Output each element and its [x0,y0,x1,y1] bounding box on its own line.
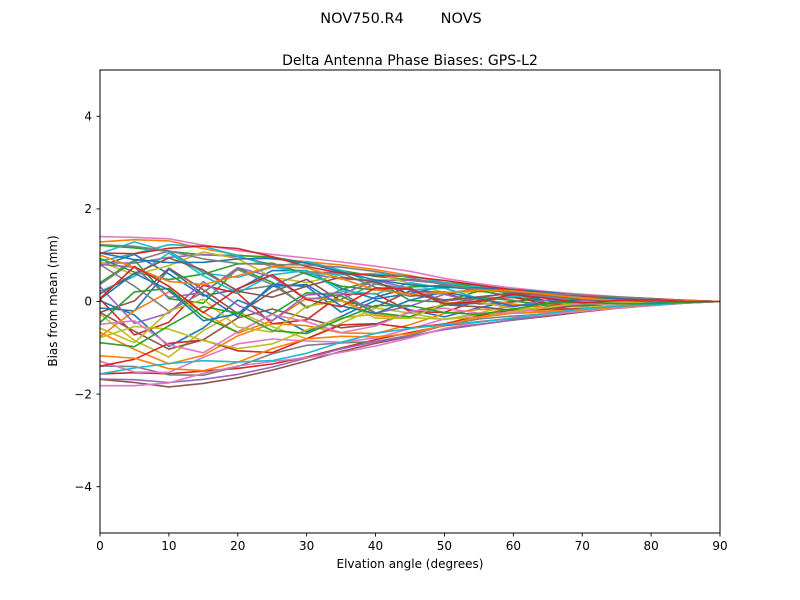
axes-title: Delta Antenna Phase Biases: GPS-L2 [282,53,538,69]
y-tick-label: 0 [84,295,92,309]
series-line [99,300,721,358]
x-tick-label: 10 [161,539,176,553]
x-tick-label: 0 [96,539,104,553]
series-line [100,300,721,387]
y-tick-label: −4 [74,480,92,494]
x-tick-label: 20 [230,539,245,553]
series-line [99,298,721,344]
series-line [99,265,721,314]
y-axis-label: Bias from mean (mm) [46,235,60,366]
series-line [99,300,721,348]
y-tick-label: −2 [74,387,92,401]
series-line [99,300,721,375]
x-tick-label: 90 [712,539,727,553]
series-line [99,243,721,303]
series-line [99,300,721,388]
plot-area-border [99,69,721,534]
x-tick-label: 50 [437,539,452,553]
y-tick-label: 2 [84,202,92,216]
figure-suptitle: NOV750.R4 NOVS [320,11,482,27]
series-line [99,300,721,372]
x-tick-label: 30 [299,539,314,553]
x-tick-label: 70 [575,539,590,553]
ticks-group: 0 10 20 30 40 50 60 70 80 90 −4 −2 0 2 4 [74,110,727,554]
x-axis-label: Elvation angle (degrees) [337,557,484,571]
x-tick-label: 60 [506,539,521,553]
x-tick-label: 80 [643,539,658,553]
x-tick-label: 40 [368,539,383,553]
series-lines-group [99,235,721,388]
series-line [99,252,721,303]
y-tick-label: 4 [84,110,92,124]
